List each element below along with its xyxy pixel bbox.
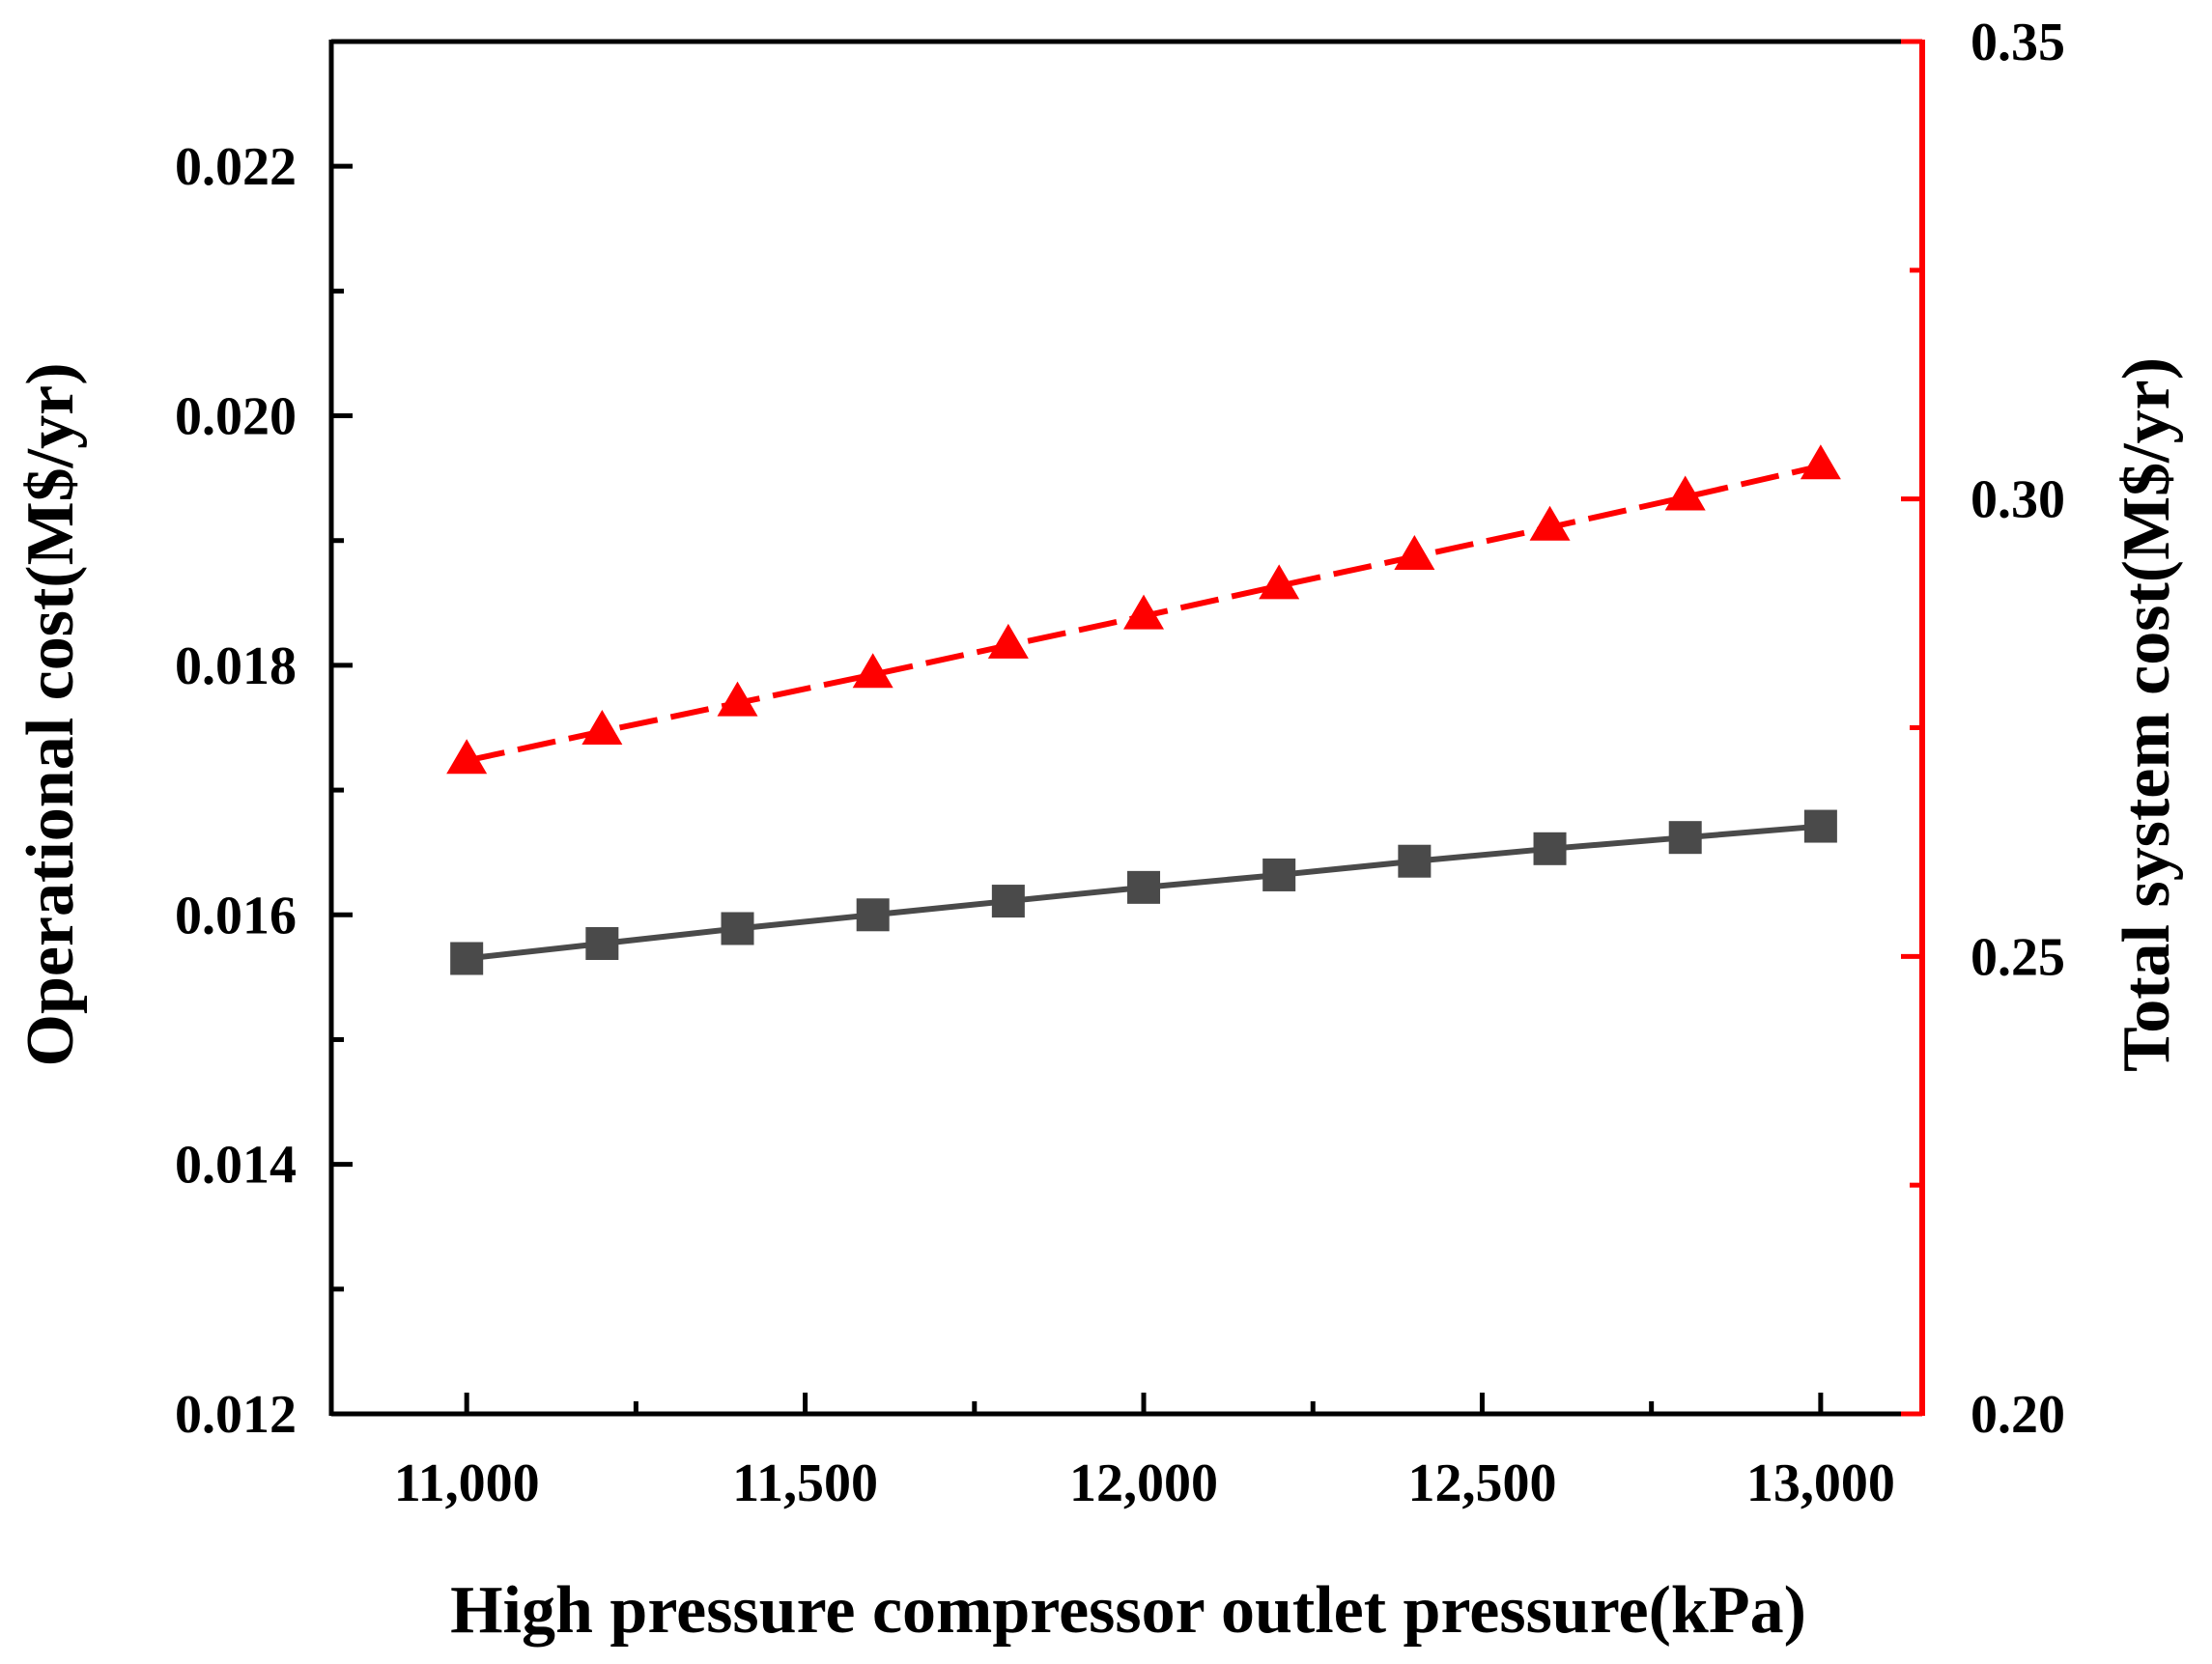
data-point-square: [1533, 832, 1567, 865]
data-point-square: [1262, 858, 1296, 891]
data-point-square: [1398, 844, 1432, 878]
y2-tick-label: 0.35: [1971, 13, 2065, 72]
y-tick-label: 0.020: [175, 387, 297, 447]
data-point-triangle: [1259, 564, 1300, 600]
data-point-triangle: [1123, 594, 1165, 630]
data-point-triangle: [717, 681, 758, 717]
data-point-square: [585, 926, 619, 960]
plot-frame: [328, 39, 1925, 1417]
data-point-square: [856, 898, 890, 932]
y-tick-label: 0.018: [175, 636, 297, 696]
series-layer: [446, 444, 1841, 975]
y-axis-title: Operational cost(M$/yr): [14, 363, 88, 1067]
y-axis-right: 0.20 0.25 0.30 0.35: [1901, 13, 2065, 1445]
data-point-triangle: [1394, 535, 1435, 571]
x-tick-label: 11,500: [732, 1453, 878, 1513]
y-tick-label: 0.022: [175, 137, 297, 197]
x-tick-label: 12,000: [1069, 1453, 1218, 1513]
data-point-triangle: [1664, 475, 1706, 511]
y2-tick-label: 0.25: [1971, 927, 2065, 987]
data-point-triangle: [1800, 444, 1841, 480]
y-tick-label: 0.014: [175, 1136, 297, 1196]
data-point-triangle: [581, 709, 623, 745]
x-tick-label: 13,000: [1746, 1453, 1895, 1513]
y2-axis-title: Total system cost(M$/yr): [2110, 357, 2184, 1072]
data-point-triangle: [852, 653, 893, 689]
x-tick-label: 12,500: [1407, 1453, 1556, 1513]
data-point-triangle: [1529, 505, 1571, 541]
data-point-square: [721, 912, 754, 945]
x-tick-label: 11,000: [394, 1453, 540, 1513]
y2-tick-label: 0.30: [1971, 470, 2065, 530]
data-point-square: [450, 942, 484, 975]
y-tick-label: 0.016: [175, 886, 297, 945]
data-point-square: [1127, 870, 1161, 904]
y2-tick-label: 0.20: [1971, 1385, 2065, 1445]
data-point-square: [1803, 809, 1837, 843]
x-axis-title: High pressure compressor outlet pressure…: [450, 1573, 1806, 1648]
y-axis-left: 0.012 0.014 0.016 0.018 0.020 0.022: [175, 137, 353, 1445]
data-point-square: [991, 885, 1025, 918]
data-point-square: [1668, 821, 1702, 855]
data-point-triangle: [446, 739, 488, 775]
data-point-triangle: [987, 623, 1029, 659]
y-tick-label: 0.012: [175, 1385, 297, 1445]
x-axis: 11,000 11,500 12,000 12,500 13,000: [394, 1393, 1895, 1513]
